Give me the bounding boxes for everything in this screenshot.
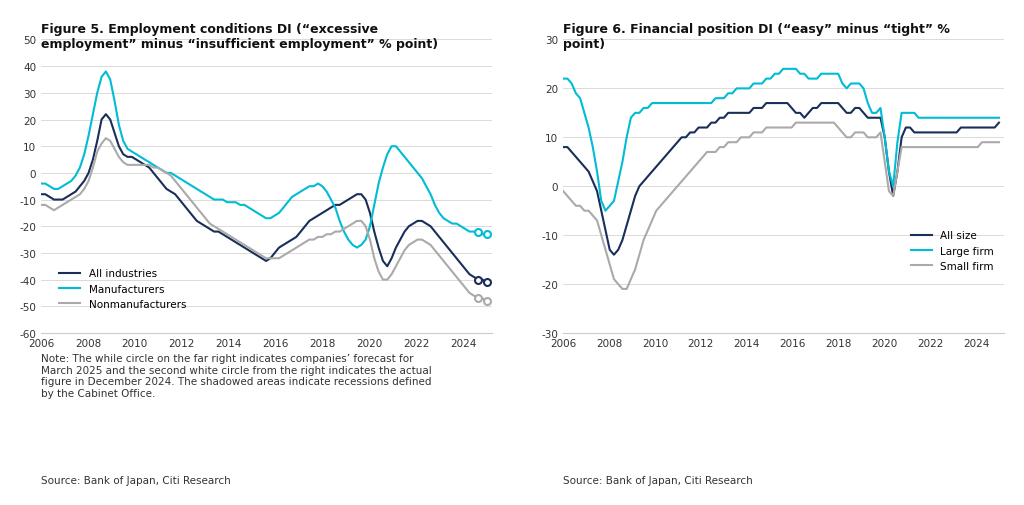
- Text: Source: Bank of Japan, Citi Research: Source: Bank of Japan, Citi Research: [563, 475, 753, 485]
- Text: Figure 6. Financial position DI (“easy” minus “tight” %
point): Figure 6. Financial position DI (“easy” …: [563, 23, 950, 50]
- Text: Source: Bank of Japan, Citi Research: Source: Bank of Japan, Citi Research: [41, 475, 230, 485]
- Text: Note: The while circle on the far right indicates companies’ forecast for
March : Note: The while circle on the far right …: [41, 354, 432, 398]
- Text: Figure 5. Employment conditions DI (“excessive
employment” minus “insufficient e: Figure 5. Employment conditions DI (“exc…: [41, 23, 438, 50]
- Legend: All industries, Manufacturers, Nonmanufacturers: All industries, Manufacturers, Nonmanufa…: [55, 265, 190, 314]
- Legend: All size, Large firm, Small firm: All size, Large firm, Small firm: [907, 227, 998, 275]
